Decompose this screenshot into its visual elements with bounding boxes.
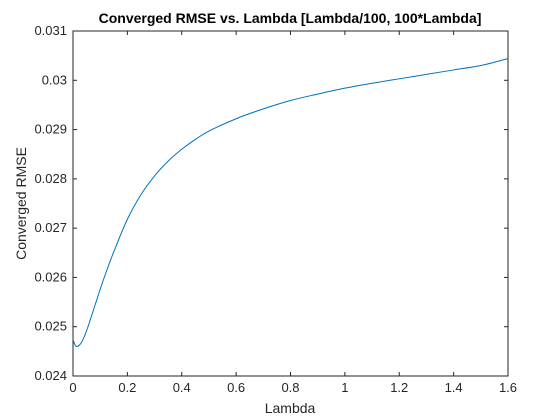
chart-title: Converged RMSE vs. Lambda [Lambda/100, 1…: [99, 10, 482, 26]
x-tick-label: 0: [69, 380, 76, 395]
y-axis-label: Converged RMSE: [13, 147, 29, 260]
x-tick-label: 0.4: [173, 380, 191, 395]
x-tick-label: 0.8: [281, 380, 299, 395]
plot-area-frame: [72, 30, 509, 377]
x-tick-label: 1.6: [499, 380, 517, 395]
x-tick-label: 0.6: [227, 380, 245, 395]
y-tick-label: 0.028: [34, 171, 67, 186]
x-tick-label: 0.2: [118, 380, 136, 395]
y-tick-label: 0.031: [34, 23, 67, 38]
x-tick-label: 1.2: [390, 380, 408, 395]
y-tick-label: 0.024: [34, 368, 67, 383]
x-tick-label: 1.4: [445, 380, 463, 395]
y-axis: 0.024 0.025 0.026 0.027 0.028 0.029 0.03 0.031: [34, 23, 508, 383]
y-tick-label: 0.025: [34, 319, 67, 334]
y-tick-label: 0.026: [34, 269, 67, 284]
x-axis: 0 0.2 0.4 0.6 0.8 1 1.2 1.4 1.6: [69, 31, 517, 395]
y-tick-label: 0.027: [34, 220, 67, 235]
y-tick-label: 0.029: [34, 122, 67, 137]
x-tick-label: 1: [341, 380, 348, 395]
y-tick-label: 0.03: [42, 72, 67, 87]
series-line: [72, 58, 509, 347]
x-axis-label: Lambda: [265, 400, 316, 416]
